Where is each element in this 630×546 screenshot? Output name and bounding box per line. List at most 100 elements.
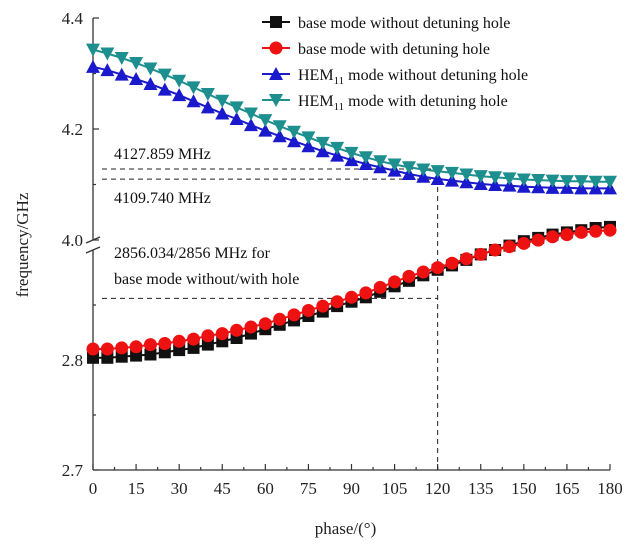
annotation-2856-line1: 2856.034/2856 MHz for <box>114 245 271 262</box>
data-point <box>172 334 186 348</box>
data-point <box>603 175 617 189</box>
data-point <box>430 165 445 179</box>
x-tick-label: 0 <box>89 479 98 498</box>
data-point <box>589 224 603 238</box>
data-point <box>201 338 214 351</box>
data-point <box>258 123 273 137</box>
x-tick-label: 75 <box>300 479 317 498</box>
x-tick-label: 135 <box>468 479 494 498</box>
x-axis-title: phase/(°) <box>315 519 377 538</box>
x-tick-label: 30 <box>171 479 188 498</box>
data-point <box>574 225 588 239</box>
data-point <box>387 158 402 172</box>
data-point <box>588 175 603 189</box>
y-tick-label: 2.8 <box>62 351 83 370</box>
x-tick-label: 45 <box>214 479 231 498</box>
data-point <box>86 43 100 57</box>
data-point <box>502 172 517 186</box>
data-point <box>158 337 172 350</box>
axes: 0 15 30 45 60 75 90 105 120 135 150 165 180 4.0 4.2 4.4… <box>13 9 623 538</box>
triangle-up-marker-icon <box>269 67 283 80</box>
data-point <box>115 341 129 355</box>
data-point <box>114 67 129 81</box>
data-point <box>101 351 114 364</box>
data-point <box>488 178 503 192</box>
data-point <box>129 340 143 354</box>
data-point <box>186 94 201 108</box>
data-point <box>531 174 546 188</box>
data-point <box>187 341 200 354</box>
data-point <box>545 174 560 188</box>
x-tick-label: 90 <box>343 479 360 498</box>
data-point <box>100 63 115 77</box>
data-point <box>143 77 158 91</box>
y-tick-label: 4.2 <box>62 120 83 139</box>
data-point <box>287 308 301 322</box>
data-point <box>200 88 215 102</box>
data-point <box>431 261 445 275</box>
data-point <box>445 256 459 270</box>
x-tick-label: 15 <box>128 479 145 498</box>
data-point <box>172 74 187 88</box>
data-point <box>287 134 302 148</box>
data-point <box>388 275 402 289</box>
data-point <box>129 56 144 70</box>
data-point <box>230 323 244 337</box>
series-layer <box>86 43 617 364</box>
annotations: 4127.859 MHz 4109.740 MHz 2856.034/2856 … <box>114 146 299 288</box>
data-point <box>158 346 171 359</box>
data-point <box>272 120 287 134</box>
legend-item-hem11-without: HEM11 mode without detuning hole <box>262 67 528 87</box>
data-point <box>315 136 330 150</box>
annotation-4127-mhz: 4127.859 MHz <box>114 146 211 163</box>
legend-item-base-with: base mode with detuning hole <box>262 41 490 58</box>
legend-label: HEM11 mode with detuning hole <box>298 93 508 113</box>
data-point <box>157 82 172 96</box>
data-point <box>473 176 488 190</box>
data-point <box>401 161 416 175</box>
data-point <box>187 332 201 346</box>
data-point <box>301 139 316 153</box>
legend: base mode without detuning hole base mod… <box>262 15 528 113</box>
data-point <box>416 163 431 177</box>
data-point <box>186 81 201 95</box>
annotation-2856-line2: base mode without/with hole <box>114 271 299 288</box>
data-point <box>502 240 516 254</box>
data-point <box>459 252 473 266</box>
data-point <box>130 349 143 362</box>
axis-break-mark <box>85 246 101 254</box>
y-tick-label: 4.4 <box>62 9 84 28</box>
data-point <box>315 144 330 158</box>
data-point <box>488 243 502 257</box>
data-point <box>115 350 128 363</box>
square-marker-icon <box>270 16 282 28</box>
triangle-down-marker-icon <box>269 94 283 107</box>
data-point <box>373 155 388 169</box>
data-point <box>86 342 100 356</box>
x-tick-label: 60 <box>257 479 274 498</box>
data-point <box>559 175 574 189</box>
annotation-4109-mhz: 4109.740 MHz <box>114 190 211 207</box>
data-point <box>358 151 373 165</box>
data-point <box>172 88 187 102</box>
data-point <box>129 72 144 86</box>
data-point <box>229 101 244 115</box>
series-line <box>92 65 610 190</box>
data-point <box>359 286 373 300</box>
data-point <box>546 230 560 244</box>
y-axis-title: frequency/GHz <box>13 192 32 297</box>
x-tick-label: 165 <box>554 479 580 498</box>
data-point <box>531 233 545 247</box>
data-point <box>402 269 416 283</box>
legend-label: base mode without detuning hole <box>298 15 510 32</box>
data-point <box>143 338 157 352</box>
data-point <box>373 280 387 294</box>
data-point <box>244 320 258 334</box>
data-point <box>316 299 330 313</box>
data-point <box>86 59 100 73</box>
x-tick-label: 180 <box>597 479 623 498</box>
data-point <box>488 171 503 185</box>
data-point <box>201 329 215 343</box>
legend-label: base mode with detuning hole <box>298 41 490 58</box>
